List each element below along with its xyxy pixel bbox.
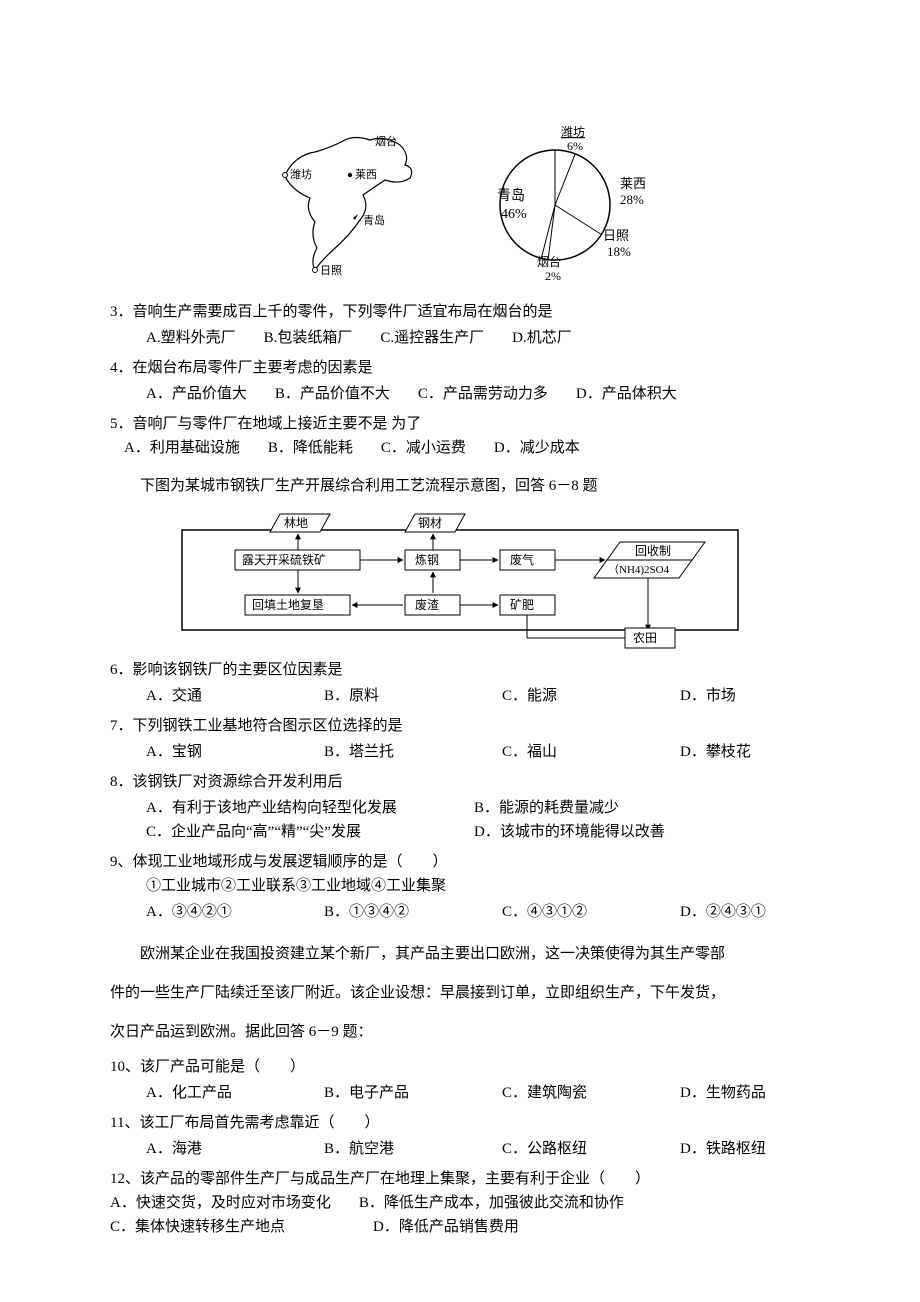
q9-choice-c: C．④③①② [502, 900, 652, 924]
q11-stem: 11、该工厂布局首先需考虑靠近（ ） [110, 1111, 810, 1135]
svg-text:（NH4)2SO4: （NH4)2SO4 [608, 563, 670, 576]
q5-choice-d: D．减少成本 [494, 436, 580, 460]
q8-choice-a: A．有利于该地产业结构向轻型化发展 [146, 796, 446, 820]
q6-choice-b: B．原料 [324, 684, 474, 708]
q10-choice-a: A．化工产品 [146, 1081, 296, 1105]
figure-map-pie: 潍坊 日照 莱西 烟台 青岛 潍坊 6% 莱西 [110, 120, 810, 280]
question-11: 11、该工厂布局首先需考虑靠近（ ） A．海港 B．航空港 C．公路枢纽 D．铁… [110, 1111, 810, 1161]
question-10: 10、该厂产品可能是（ ） A．化工产品 B．电子产品 C．建筑陶瓷 D．生物药… [110, 1055, 810, 1105]
question-8: 8．该钢铁厂对资源综合开发利用后 A．有利于该地产业结构向轻型化发展 B．能源的… [110, 770, 810, 844]
svg-text:废气: 废气 [510, 552, 534, 567]
question-3: 3．音响生产需要成百上千的零件，下列零件厂适宜布局在烟台的是 A.塑料外壳厂 B… [110, 300, 810, 350]
question-4: 4．在烟台布局零件厂主要考虑的因素是 A．产品价值大 B．产品价值不大 C．产品… [110, 356, 810, 406]
q10-stem: 10、该厂产品可能是（ ） [110, 1055, 810, 1079]
q7-choice-a: A．宝钢 [146, 740, 296, 764]
q9-choice-d: D．②④③① [680, 900, 766, 924]
pie-pct-qingdao: 46% [501, 207, 527, 222]
svg-text:农田: 农田 [633, 631, 657, 645]
q9-choice-a: A．③④②① [146, 900, 296, 924]
q3-choice-a: A.塑料外壳厂 [146, 326, 236, 350]
q7-stem: 7．下列钢铁工业基地符合图示区位选择的是 [110, 714, 810, 738]
q11-choice-d: D．铁路枢纽 [680, 1137, 766, 1161]
q9-sub: ①工业城市②工业联系③工业地域④工业集聚 [110, 874, 810, 898]
q6-choice-a: A．交通 [146, 684, 296, 708]
q4-choice-d: D．产品体积大 [576, 382, 677, 406]
q7-choice-b: B．塔兰托 [324, 740, 474, 764]
q8-stem: 8．该钢铁厂对资源综合开发利用后 [110, 770, 810, 794]
q12-stem: 12、该产品的零部件生产厂与成品生产厂在地理上集聚，主要有利于企业（ ） [110, 1167, 810, 1191]
map-label-qingdao: 青岛 [363, 213, 385, 227]
q9-choice-b: B．①③④② [324, 900, 474, 924]
pie-label-qingdao: 青岛 [497, 188, 525, 204]
pie-label-weifang: 潍坊 [561, 124, 585, 139]
q5-choice-c: C．减小运费 [381, 436, 466, 460]
svg-text:钢材: 钢材 [418, 516, 442, 530]
svg-text:回收制: 回收制 [635, 544, 671, 558]
q4-choice-a: A．产品价值大 [146, 382, 247, 406]
pie-pct-yantai: 2% [545, 269, 561, 280]
q10-choice-c: C．建筑陶瓷 [502, 1081, 652, 1105]
map-label-yantai: 烟台 [375, 134, 397, 148]
q11-choice-a: A．海港 [146, 1137, 296, 1161]
question-9: 9、体现工业地域形成与发展逻辑顺序的是（ ） ①工业城市②工业联系③工业地域④工… [110, 850, 810, 924]
q9-stem: 9、体现工业地域形成与发展逻辑顺序的是（ ） [110, 850, 810, 874]
q7-choice-d: D．攀枝花 [680, 740, 751, 764]
pie-pct-rizhao: 18% [607, 244, 631, 259]
q4-choice-b: B．产品价值不大 [275, 382, 390, 406]
map-label-weifang: 潍坊 [290, 167, 312, 181]
q11-choice-c: C．公路枢纽 [502, 1137, 652, 1161]
q7-choice-c: C．福山 [502, 740, 652, 764]
steel-flowchart: 林地 钢材 露天开采硫铁矿 炼钢 废气 回收制 （NH4)2SO4 回填土地复垦… [180, 510, 740, 650]
q8-choice-c: C．企业产品向“高”“精”“尖”发展 [146, 820, 446, 844]
q10-choice-d: D．生物药品 [680, 1081, 766, 1105]
q3-choice-c: C.遥控器生产厂 [380, 326, 484, 350]
pie-pct-weifang: 6% [567, 139, 583, 153]
q3-stem: 3．音响生产需要成百上千的零件，下列零件厂适宜布局在烟台的是 [110, 300, 810, 324]
q8-choice-b: B．能源的耗费量减少 [474, 796, 619, 820]
q8-choice-d: D．该城市的环境能得以改善 [474, 820, 665, 844]
pie-chart: 潍坊 6% 莱西 28% 日照 18% 烟台 2% 青岛 46% [475, 120, 665, 280]
q12-choice-a: A．快速交货，及时应对市场变化 [110, 1191, 331, 1215]
pie-label-yantai: 烟台 [537, 254, 561, 269]
q11-choice-b: B．航空港 [324, 1137, 474, 1161]
q4-stem: 4．在烟台布局零件厂主要考虑的因素是 [110, 356, 810, 380]
q4-choice-c: C．产品需劳动力多 [418, 382, 548, 406]
q12-choice-b: B．降低生产成本，加强彼此交流和协作 [359, 1191, 624, 1215]
intro-10-12: 欧洲某企业在我国投资建立某个新厂，其产品主要出口欧洲，这一决策使得为其生产零部 [110, 938, 810, 971]
q10-choice-b: B．电子产品 [324, 1081, 474, 1105]
q12-choice-c: C．集体快速转移生产地点 [110, 1215, 345, 1239]
pie-label-laixi: 莱西 [620, 176, 646, 191]
map-label-laixi: 莱西 [355, 168, 377, 181]
q5-choice-b: B．降低能耗 [268, 436, 353, 460]
q6-choice-d: D．市场 [680, 684, 736, 708]
q12-choice-d: D．降低产品销售费用 [373, 1215, 519, 1239]
question-12: 12、该产品的零部件生产厂与成品生产厂在地理上集聚，主要有利于企业（ ） A．快… [110, 1167, 810, 1239]
question-5: 5．音响厂与零件厂在地域上接近主要不是 为了 A．利用基础设施 B．降低能耗 C… [110, 412, 810, 460]
svg-text:废渣: 废渣 [415, 597, 439, 612]
q3-choice-b: B.包装纸箱厂 [264, 326, 353, 350]
pie-label-rizhao: 日照 [603, 228, 629, 243]
svg-text:矿肥: 矿肥 [510, 598, 534, 612]
svg-text:炼钢: 炼钢 [415, 552, 439, 567]
q5-stem: 5．音响厂与零件厂在地域上接近主要不是 为了 [110, 412, 810, 436]
q6-choice-c: C．能源 [502, 684, 652, 708]
map-label-rizhao: 日照 [320, 264, 342, 277]
question-6: 6．影响该钢铁厂的主要区位因素是 A．交通 B．原料 C．能源 D．市场 [110, 658, 810, 708]
intro-6-8: 下图为某城市钢铁厂生产开展综合利用工艺流程示意图，回答 6－8 题 [110, 474, 810, 498]
q3-choice-d: D.机芯厂 [512, 326, 572, 350]
question-7: 7．下列钢铁工业基地符合图示区位选择的是 A．宝钢 B．塔兰托 C．福山 D．攀… [110, 714, 810, 764]
svg-text:回填土地复垦: 回填土地复垦 [252, 598, 324, 612]
q6-stem: 6．影响该钢铁厂的主要区位因素是 [110, 658, 810, 682]
svg-text:露天开采硫铁矿: 露天开采硫铁矿 [242, 552, 326, 567]
q5-choice-a: A．利用基础设施 [124, 436, 240, 460]
pie-pct-laixi: 28% [620, 192, 644, 207]
shandong-map: 潍坊 日照 莱西 烟台 青岛 [255, 120, 445, 280]
svg-text:林地: 林地 [284, 516, 308, 530]
